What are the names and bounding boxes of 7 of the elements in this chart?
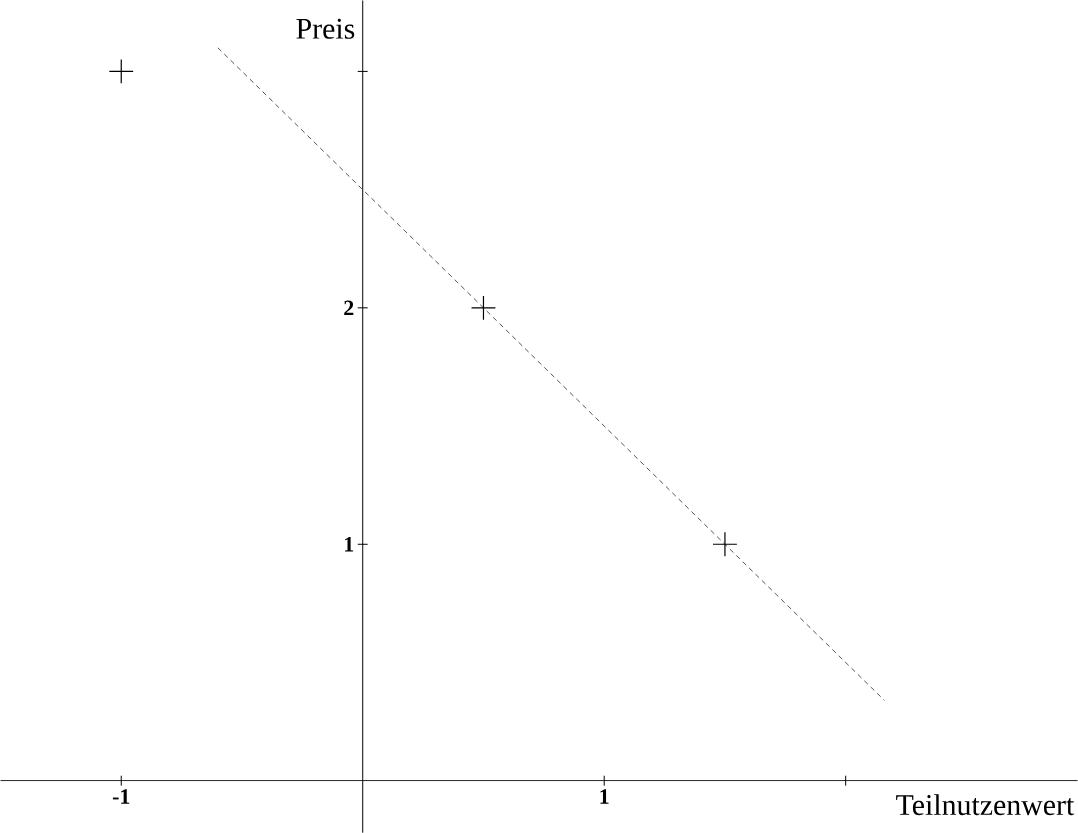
x-axis-title: Teilnutzenwert bbox=[896, 794, 1075, 816]
x-tick-label: -1 bbox=[112, 789, 130, 804]
point bbox=[470, 295, 497, 321]
y-axis-title: Preis bbox=[296, 18, 355, 39]
y-tick-label: 2 bbox=[344, 300, 354, 315]
point bbox=[108, 58, 134, 84]
point bbox=[712, 531, 738, 557]
